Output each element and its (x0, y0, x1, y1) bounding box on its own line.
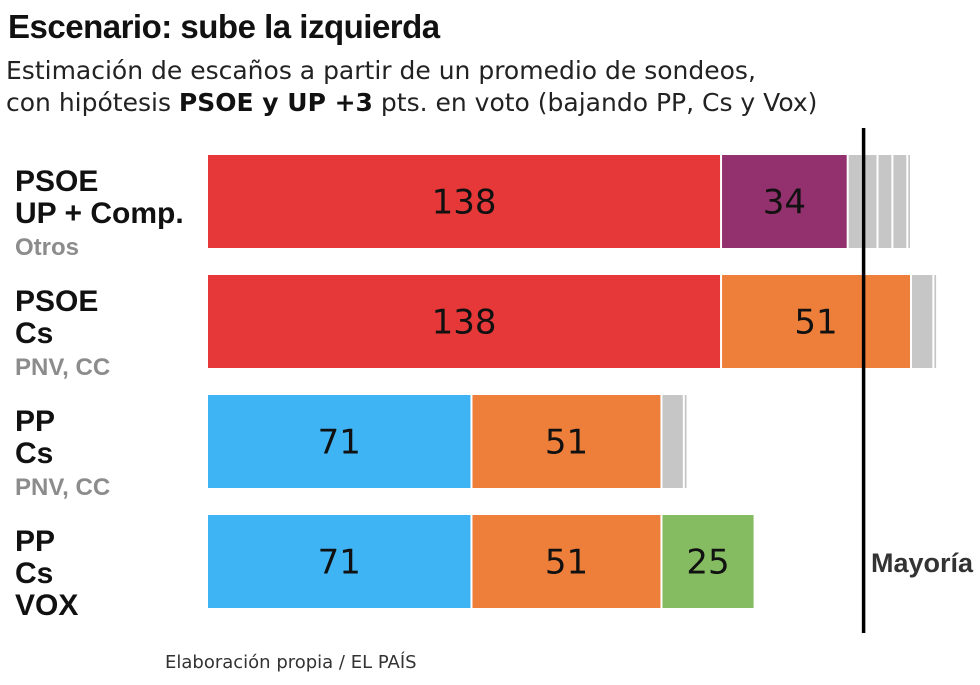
row-label-2-3: PNV, CC (15, 354, 110, 381)
row-label-3-1: PP (15, 405, 55, 438)
data-label-row1-psoe: 138 (432, 183, 497, 223)
row-label-4-3: VOX (15, 589, 78, 622)
row-label-1-3: Otros (15, 234, 79, 261)
data-label-row3-pp: 71 (318, 423, 361, 463)
bar-segment-cs-row2-2 (722, 275, 911, 368)
bar-segment-pp-row4-1 (208, 515, 471, 608)
row-label-1-2: UP + Comp. (15, 197, 184, 230)
bar-segment-psoe-row1-1 (208, 155, 721, 248)
row-label-4-2: Cs (15, 557, 53, 590)
bar-segment-otros-row1-3 (848, 155, 862, 248)
data-label-row4-vox: 25 (686, 543, 729, 583)
bar-segment-up-row1-2 (722, 155, 847, 248)
row-label-3-2: Cs (15, 437, 53, 470)
row-label-4-1: PP (15, 525, 55, 558)
bar-segment-otros-row3-3 (662, 395, 683, 488)
bar-segment-otros-row2-4 (934, 275, 937, 368)
row-label-2-1: PSOE (15, 285, 98, 318)
bar-segment-otros-row2-3 (912, 275, 933, 368)
data-label-row1-up: 34 (763, 183, 806, 223)
data-label-row2-cs: 51 (794, 303, 837, 343)
row-label-1-1: PSOE (15, 165, 98, 198)
subtitle-hypothesis: PSOE y UP +3 (178, 88, 373, 117)
bar-segment-otros-row3-4 (684, 395, 687, 488)
bar-segment-otros-row1-5 (878, 155, 892, 248)
bar-segment-otros-row1-6 (893, 155, 907, 248)
bar-segment-otros-row1-4 (863, 155, 877, 248)
majority-label: Mayoría (871, 548, 974, 578)
source-credit: Elaboración propia / EL PAÍS (165, 652, 417, 673)
bar-segment-cs-row3-2 (472, 395, 661, 488)
data-label-row4-cs: 51 (545, 543, 588, 583)
data-label-row4-pp: 71 (318, 543, 361, 583)
row-label-3-3: PNV, CC (15, 474, 110, 501)
row-label-2-2: Cs (15, 317, 53, 350)
chart-subtitle-line2: con hipótesis PSOE y UP +3 pts. en voto … (6, 88, 817, 117)
data-label-row2-psoe: 138 (432, 303, 497, 343)
bar-segment-vox-row4-3 (662, 515, 754, 608)
bar-segment-pp-row3-1 (208, 395, 471, 488)
chart-title: Escenario: sube la izquierda (8, 8, 440, 45)
data-label-row3-cs: 51 (545, 423, 588, 463)
subtitle-prefix: con hipótesis (6, 88, 179, 117)
bar-segment-cs-row4-2 (472, 515, 661, 608)
chart-subtitle-line1: Estimación de escaños a partir de un pro… (6, 56, 756, 85)
bar-segment-otros-row1-7 (908, 155, 911, 248)
bar-segment-psoe-row2-1 (208, 275, 721, 368)
subtitle-suffix: pts. en voto (bajando PP, Cs y Vox) (372, 88, 818, 117)
